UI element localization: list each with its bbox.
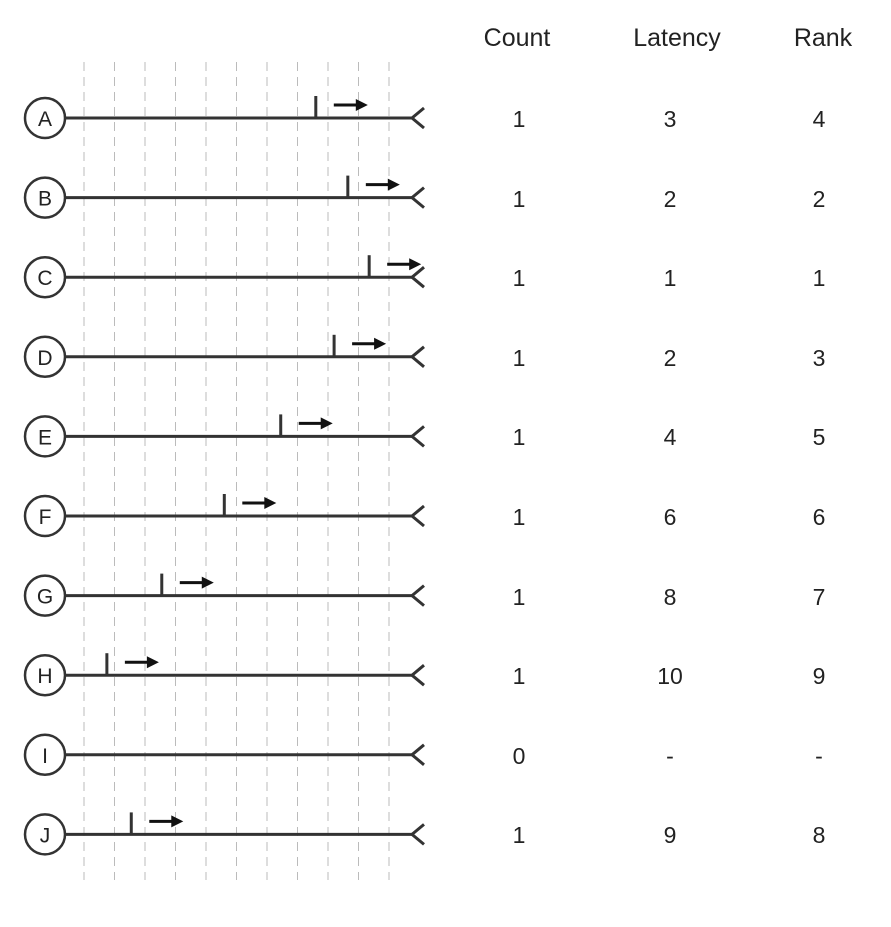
lane-node-label: J: [40, 824, 51, 847]
cell-rank: 4: [812, 106, 826, 132]
lane-end-chevron: [409, 823, 425, 846]
cell-latency: 1: [663, 265, 677, 292]
lane-node-circle: [23, 574, 67, 617]
cell-rank: 2: [812, 185, 826, 212]
cell-latency: -: [666, 742, 674, 769]
lane-arrow-icon: [387, 178, 400, 191]
lane-node-label: I: [42, 745, 48, 768]
lane-arrow-icon: [409, 258, 422, 271]
lane-group: A B C D E F G H I J: [23, 96, 425, 856]
lane-node-label: H: [37, 665, 52, 688]
cell-latency: 8: [663, 583, 677, 610]
lane-node-label: G: [37, 586, 53, 609]
lane-arrow-icon: [171, 815, 184, 828]
cell-rank: -: [815, 742, 823, 769]
cell-latency: 10: [657, 663, 683, 690]
cell-rank: 8: [812, 822, 826, 849]
lane-node-circle: [23, 335, 67, 379]
cell-latency: 4: [663, 424, 677, 451]
lane-node-label: D: [37, 347, 52, 370]
lane-arrow-icon: [146, 656, 159, 669]
cell-rank: 9: [812, 663, 826, 690]
lane-node-circle: [23, 733, 67, 777]
lane-node-label: C: [37, 267, 52, 290]
cell-count: 1: [512, 504, 526, 530]
cell-count: 1: [512, 424, 526, 451]
cell-latency: 2: [663, 185, 677, 212]
lane-node-label: A: [38, 108, 52, 131]
cell-count: 1: [512, 583, 526, 610]
column-header-latency: Latency: [633, 24, 721, 52]
lane-arrow-icon: [374, 337, 387, 350]
lane-node-circle: [23, 96, 67, 140]
cell-rank: 7: [812, 583, 826, 610]
lane-end-chevron: [409, 743, 425, 766]
column-header-rank: Rank: [793, 24, 853, 52]
lane-end-chevron: [409, 106, 425, 130]
lane-node-circle: [23, 494, 67, 538]
lane-node-label: E: [38, 426, 52, 449]
lane-node-circle: [23, 653, 67, 697]
cell-count: 1: [512, 265, 526, 292]
lane-end-chevron: [409, 425, 425, 448]
lane-end-chevron: [409, 664, 425, 687]
cell-latency: 9: [663, 822, 677, 849]
lane-node-label: F: [39, 506, 52, 529]
lane-arrow-icon: [264, 497, 277, 509]
lane-end-chevron: [409, 186, 425, 209]
lane-end-chevron: [409, 266, 425, 289]
lane-arrow-icon: [355, 99, 368, 111]
cell-rank: 3: [812, 344, 826, 371]
cell-count: 1: [512, 185, 526, 212]
column-header-count: Count: [483, 24, 551, 52]
lane-end-chevron: [409, 345, 425, 368]
cell-count: 1: [512, 822, 526, 849]
lane-end-chevron: [409, 584, 425, 607]
lane-end-chevron: [409, 504, 425, 528]
vertical-grid: [83, 62, 390, 880]
lane-arrow-icon: [320, 417, 333, 430]
cell-latency: 6: [663, 504, 677, 530]
lane-node-circle: [23, 813, 67, 856]
lane-node-circle: [23, 255, 67, 299]
cell-count: 0: [512, 742, 526, 769]
cell-rank: 5: [812, 424, 826, 451]
lane-arrow-icon: [201, 576, 214, 589]
cell-count: 1: [512, 663, 526, 690]
cell-rank: 1: [812, 265, 826, 292]
cell-rank: 6: [812, 504, 826, 530]
cell-count: 1: [512, 344, 526, 371]
cell-latency: 3: [663, 106, 677, 132]
lane-node-label: B: [38, 188, 52, 211]
lane-node-circle: [23, 176, 67, 219]
lane-node-circle: [23, 415, 67, 458]
cell-latency: 2: [663, 344, 677, 371]
cell-count: 1: [512, 106, 526, 132]
